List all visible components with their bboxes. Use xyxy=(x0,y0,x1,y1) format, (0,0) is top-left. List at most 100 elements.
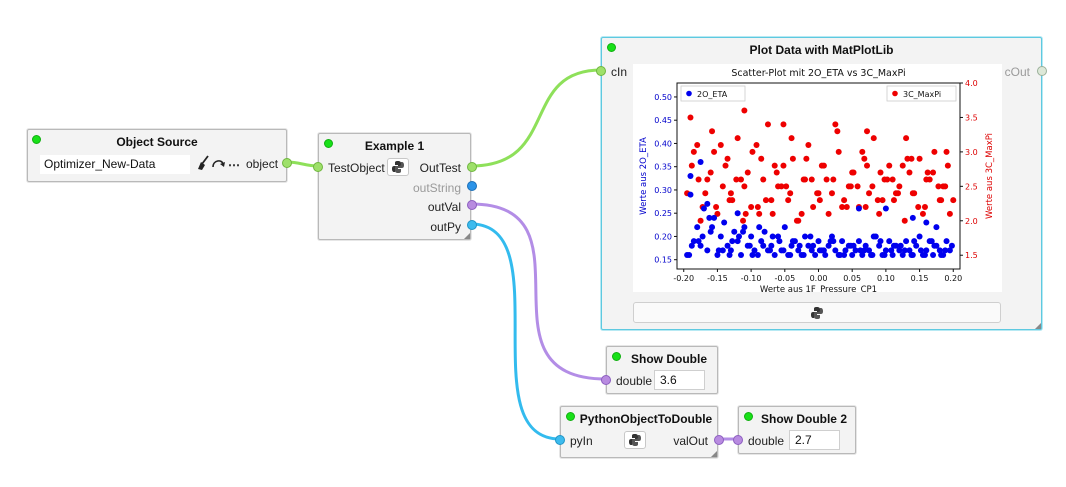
data-point-2o-eta xyxy=(687,173,694,179)
data-point-2o-eta xyxy=(780,247,787,254)
status-led xyxy=(566,412,575,421)
redo-icon[interactable] xyxy=(211,156,226,170)
data-point-2o-eta xyxy=(726,252,733,259)
resize-handle[interactable] xyxy=(464,233,470,239)
data-point-2o-eta xyxy=(706,214,713,221)
data-point-2o-eta xyxy=(913,242,920,249)
y-left-tick-label: 0.35 xyxy=(654,163,672,172)
data-point-3c-maxpi xyxy=(803,155,810,162)
edge-outpy-to-pyin[interactable] xyxy=(470,222,561,441)
port-label-outstring: outString xyxy=(412,181,461,195)
data-point-2o-eta xyxy=(741,224,748,231)
object-source-node[interactable]: Object Source Optimizer_New-Data ⋯ objec… xyxy=(27,129,292,182)
data-point-2o-eta xyxy=(888,247,895,254)
port-label-pyin: pyIn xyxy=(570,434,593,448)
y-left-tick-label: 0.40 xyxy=(654,139,672,148)
data-point-2o-eta xyxy=(789,238,796,245)
input-port-testobject[interactable] xyxy=(313,162,323,172)
data-point-3c-maxpi xyxy=(896,183,903,190)
data-point-3c-maxpi xyxy=(713,204,720,210)
python-run-button[interactable] xyxy=(633,302,1001,323)
data-point-3c-maxpi xyxy=(839,204,846,210)
data-point-3c-maxpi xyxy=(690,148,697,155)
port-label-cout: cOut xyxy=(1004,65,1030,79)
object-source-value[interactable]: Optimizer_New-Data xyxy=(40,155,190,174)
python-icon xyxy=(392,161,404,173)
x-tick-label: -0.15 xyxy=(707,274,728,283)
data-point-3c-maxpi xyxy=(879,197,886,204)
data-point-3c-maxpi xyxy=(909,190,916,197)
data-point-3c-maxpi xyxy=(758,155,765,162)
python-object-to-double-node[interactable]: PythonObjectToDouble pyIn valOut xyxy=(555,406,724,458)
node-title: Show Double xyxy=(631,352,707,366)
node-title: Object Source xyxy=(116,135,198,149)
data-point-3c-maxpi xyxy=(773,169,780,176)
data-point-2o-eta xyxy=(711,214,718,221)
show-double-node[interactable]: Show Double double 3.6 xyxy=(601,346,718,394)
python-button[interactable] xyxy=(387,158,409,176)
data-point-3c-maxpi xyxy=(889,176,896,183)
double-value-field[interactable]: 3.6 xyxy=(654,370,705,390)
data-point-3c-maxpi xyxy=(901,217,908,224)
port-label-cin: cIn xyxy=(611,65,628,79)
data-point-2o-eta xyxy=(881,252,888,259)
resize-handle[interactable] xyxy=(1035,323,1041,329)
data-point-2o-eta xyxy=(855,205,862,212)
input-port-cin[interactable] xyxy=(596,66,606,76)
data-point-2o-eta xyxy=(802,233,809,240)
data-point-3c-maxpi xyxy=(921,204,928,210)
data-point-2o-eta xyxy=(815,238,822,245)
data-point-3c-maxpi xyxy=(756,210,763,217)
data-point-2o-eta xyxy=(923,219,930,226)
edge-outtest-to-cin[interactable] xyxy=(470,68,602,168)
data-point-2o-eta xyxy=(917,247,924,254)
data-point-3c-maxpi xyxy=(778,183,785,190)
x-tick-label: -0.20 xyxy=(673,274,694,283)
data-point-3c-maxpi xyxy=(785,197,792,204)
show-double-2-node[interactable]: Show Double 2 double 2.7 xyxy=(733,406,856,454)
data-point-3c-maxpi xyxy=(717,142,724,148)
output-port-outstring[interactable] xyxy=(467,181,477,191)
data-point-3c-maxpi xyxy=(688,162,695,169)
data-point-3c-maxpi xyxy=(727,190,734,197)
resize-handle[interactable] xyxy=(711,451,717,457)
data-point-3c-maxpi xyxy=(843,204,850,210)
broom-icon[interactable] xyxy=(196,155,210,171)
data-point-2o-eta xyxy=(852,247,859,254)
output-port-outval[interactable] xyxy=(467,200,477,210)
data-point-3c-maxpi xyxy=(930,169,937,176)
input-port-double[interactable] xyxy=(601,375,611,385)
data-point-2o-eta xyxy=(810,242,817,249)
output-port-cout[interactable] xyxy=(1037,66,1047,76)
data-point-2o-eta xyxy=(911,238,918,245)
data-point-3c-maxpi xyxy=(876,210,883,217)
data-point-3c-maxpi xyxy=(793,217,800,224)
data-point-3c-maxpi xyxy=(825,210,832,217)
output-port-outpy[interactable] xyxy=(467,220,477,230)
output-port-object[interactable] xyxy=(282,158,292,168)
data-point-3c-maxpi xyxy=(866,190,873,197)
y-axis-label-right: Werte aus 3C_MaxPi xyxy=(985,133,995,219)
data-point-2o-eta xyxy=(807,233,814,240)
plot-data-node[interactable]: Plot Data with MatPlotLib cIn cOut Scatt… xyxy=(596,37,1047,330)
python-button[interactable] xyxy=(624,431,646,449)
port-label-outtest: OutTest xyxy=(419,161,461,175)
edge-outval-to-double[interactable] xyxy=(470,202,607,381)
input-port-pyin[interactable] xyxy=(555,435,565,445)
more-icon[interactable]: ⋯ xyxy=(228,158,240,172)
status-led xyxy=(612,352,621,361)
y-left-tick-label: 0.15 xyxy=(654,256,672,265)
data-point-2o-eta xyxy=(847,242,854,249)
data-point-2o-eta xyxy=(877,238,884,245)
data-point-3c-maxpi xyxy=(849,169,856,176)
data-point-2o-eta xyxy=(839,238,846,245)
output-port-valout[interactable] xyxy=(714,435,724,445)
data-point-2o-eta xyxy=(788,242,795,249)
data-point-2o-eta xyxy=(903,238,910,245)
input-port-double[interactable] xyxy=(733,435,743,445)
data-point-3c-maxpi xyxy=(697,217,704,224)
data-point-3c-maxpi xyxy=(740,217,747,224)
double-value-field[interactable]: 2.7 xyxy=(789,430,840,450)
output-port-outtest[interactable] xyxy=(467,162,477,172)
example1-node[interactable]: Example 1 TestObject OutTest outString o… xyxy=(313,133,477,240)
